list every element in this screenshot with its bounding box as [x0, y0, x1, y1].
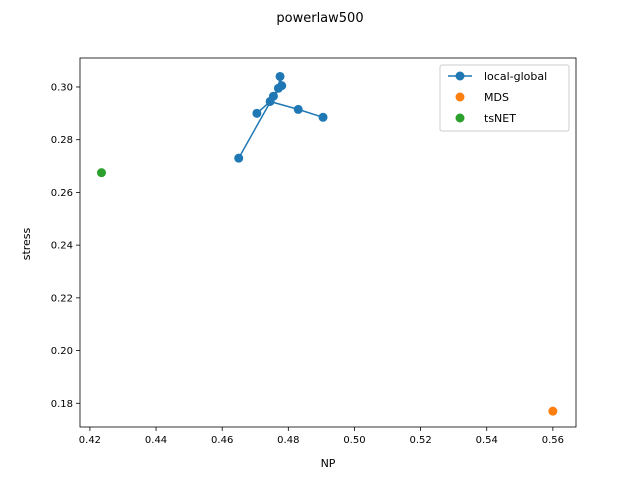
- x-axis: 0.42 0.44 0.46 0.48 0.50 0.52 0.54 0.56: [79, 427, 564, 446]
- y-axis: 0.18 0.20 0.22 0.24 0.26 0.28 0.30: [51, 82, 80, 410]
- y-tick-label: 0.28: [51, 135, 73, 146]
- y-tick-label: 0.26: [51, 188, 73, 199]
- data-point-local-global: [318, 112, 328, 122]
- data-point-mds: [548, 406, 558, 416]
- y-tick-label: 0.18: [51, 399, 73, 410]
- data-point-local-global: [268, 91, 278, 101]
- y-tick-label: 0.24: [51, 241, 73, 252]
- legend-marker-mds: [455, 92, 465, 102]
- legend-label-mds: MDS: [484, 91, 509, 104]
- x-tick-label: 0.46: [211, 435, 233, 446]
- data-point-tsnet: [96, 168, 106, 178]
- x-tick-label: 0.48: [277, 435, 299, 446]
- legend-box: [439, 64, 570, 132]
- x-tick-label: 0.56: [542, 435, 564, 446]
- x-tick-label: 0.54: [476, 435, 498, 446]
- data-point-local-global: [234, 153, 244, 163]
- x-axis-label: NP: [321, 457, 336, 470]
- legend-label-tsnet: tsNET: [484, 112, 516, 125]
- data-point-local-global: [293, 104, 303, 114]
- legend-marker-tsnet: [455, 113, 465, 123]
- y-tick-label: 0.20: [51, 346, 73, 357]
- x-tick-label: 0.52: [409, 435, 431, 446]
- x-tick-label: 0.44: [145, 435, 167, 446]
- legend-marker-local-global: [455, 71, 465, 81]
- y-tick-label: 0.22: [51, 293, 73, 304]
- y-axis-label: stress: [20, 227, 33, 260]
- chart-title: powerlaw500: [276, 11, 363, 26]
- data-point-local-global: [277, 81, 287, 91]
- legend-label-local-global: local-global: [484, 70, 547, 83]
- legend: local-global MDS tsNET: [439, 64, 570, 132]
- x-tick-label: 0.50: [343, 435, 365, 446]
- data-point-local-global: [252, 108, 262, 118]
- data-point-local-global: [275, 71, 285, 81]
- x-tick-label: 0.42: [79, 435, 101, 446]
- series-layer: [96, 71, 558, 416]
- y-tick-label: 0.30: [51, 82, 73, 93]
